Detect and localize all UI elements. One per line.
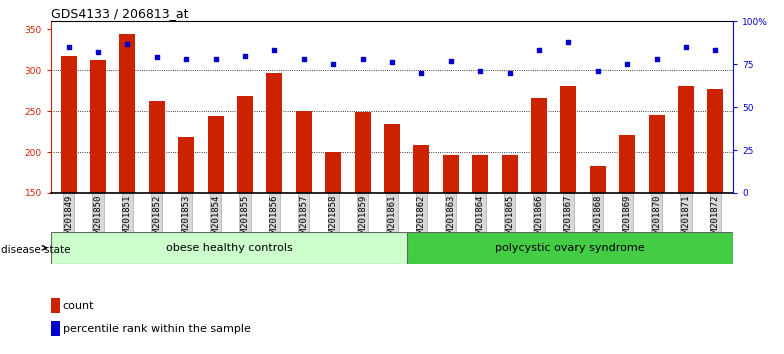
Bar: [325, 152, 341, 193]
Bar: [119, 34, 136, 193]
Bar: [178, 137, 194, 193]
Bar: [237, 96, 253, 193]
Point: [650, 56, 662, 62]
Bar: [51, 298, 60, 313]
Bar: [443, 154, 459, 193]
Point: [680, 44, 692, 50]
Point: [503, 70, 516, 76]
Point: [474, 68, 486, 74]
Text: count: count: [63, 301, 94, 311]
Point: [386, 59, 398, 65]
Point: [621, 61, 633, 67]
Point: [591, 68, 604, 74]
Bar: [51, 321, 60, 336]
Point: [151, 55, 163, 60]
Point: [238, 53, 251, 58]
Bar: [60, 56, 77, 193]
Point: [327, 61, 339, 67]
Bar: [561, 86, 576, 193]
Text: disease state: disease state: [1, 245, 71, 255]
Bar: [531, 98, 547, 193]
Bar: [354, 112, 371, 193]
Bar: [648, 115, 665, 193]
Text: percentile rank within the sample: percentile rank within the sample: [63, 324, 251, 334]
Bar: [619, 135, 635, 193]
Bar: [51, 232, 407, 264]
Point: [416, 70, 428, 76]
Point: [92, 49, 104, 55]
Bar: [208, 116, 223, 193]
Point: [121, 41, 133, 46]
Point: [709, 47, 721, 53]
Point: [562, 39, 575, 45]
Bar: [296, 111, 312, 193]
Text: obese healthy controls: obese healthy controls: [165, 243, 292, 253]
Point: [268, 47, 281, 53]
Bar: [707, 89, 724, 193]
Point: [180, 56, 192, 62]
Bar: [502, 155, 517, 193]
Point: [62, 44, 74, 50]
Bar: [267, 73, 282, 193]
Point: [297, 56, 310, 62]
Bar: [407, 232, 733, 264]
Point: [209, 56, 222, 62]
Bar: [472, 155, 488, 193]
Point: [445, 58, 457, 64]
Bar: [90, 60, 106, 193]
Point: [533, 47, 546, 53]
Text: polycystic ovary syndrome: polycystic ovary syndrome: [495, 243, 644, 253]
Text: GDS4133 / 206813_at: GDS4133 / 206813_at: [51, 7, 188, 20]
Point: [356, 56, 368, 62]
Bar: [678, 86, 694, 193]
Bar: [590, 166, 606, 193]
Bar: [149, 101, 165, 193]
Bar: [384, 124, 400, 193]
Bar: [413, 145, 430, 193]
